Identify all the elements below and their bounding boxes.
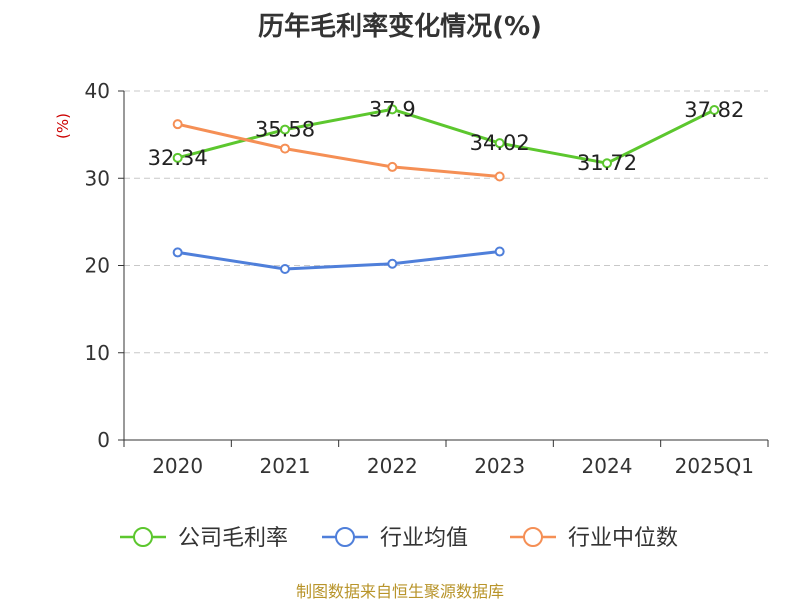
data-label: 35.58	[255, 118, 315, 142]
legend-label: 行业中位数	[568, 526, 678, 551]
data-label: 37.82	[684, 98, 744, 122]
legend-swatch-marker	[335, 527, 355, 547]
x-tick-label: 2025Q1	[675, 454, 754, 478]
y-tick-label: 40	[85, 79, 110, 103]
data-point[interactable]	[387, 104, 398, 115]
data-labels: 32.34 35.58 37.9 34.02 31.72 37.82	[148, 97, 745, 175]
data-point[interactable]	[172, 247, 183, 258]
data-label: 37.9	[369, 97, 416, 121]
series-line-2	[177, 122, 500, 178]
source-note: 制图数据来自恒生聚源数据库	[295, 582, 504, 601]
data-label: 32.34	[148, 146, 208, 170]
legend-item-1[interactable]: 行业均值	[322, 526, 468, 551]
data-point[interactable]	[709, 105, 720, 116]
data-label: 31.72	[577, 151, 637, 175]
legend-label: 公司毛利率	[178, 526, 288, 551]
grid-lines	[124, 90, 768, 354]
y-tick-label: 20	[85, 254, 110, 278]
x-tick-label: 2020	[152, 454, 203, 478]
data-point[interactable]	[280, 263, 290, 274]
x-tick-label: 2023	[474, 454, 525, 478]
x-tick-label: 2021	[260, 454, 311, 478]
data-point[interactable]	[280, 124, 290, 135]
y-axis-title: (%)	[54, 113, 72, 139]
legend-label: 行业均值	[380, 526, 468, 551]
axes: 0 10 20 30 40 (%) 2020 2021 2022 2023 2024 2025Q1	[54, 79, 769, 478]
data-point[interactable]	[387, 161, 398, 172]
y-tick-label: 0	[97, 428, 110, 452]
legend-item-2[interactable]: 行业中位数	[510, 526, 678, 551]
y-tick-label: 30	[85, 166, 110, 190]
data-point[interactable]	[280, 143, 290, 154]
series-line-0	[177, 107, 715, 165]
data-point[interactable]	[172, 152, 183, 163]
y-tick-label: 10	[85, 341, 110, 365]
legend-swatch-marker	[133, 527, 153, 547]
data-point[interactable]	[494, 246, 505, 257]
data-point[interactable]	[172, 119, 183, 130]
data-point[interactable]	[387, 258, 398, 269]
x-tick-label: 2022	[367, 454, 418, 478]
chart-title: 历年毛利率变化情况(%)	[258, 12, 542, 42]
data-label: 34.02	[470, 131, 530, 155]
data-point[interactable]	[602, 158, 612, 169]
legend[interactable]: 公司毛利率 行业均值 行业中位数	[120, 526, 678, 551]
data-point[interactable]	[494, 171, 505, 182]
series-lines	[172, 104, 720, 274]
series-line-1	[177, 250, 500, 271]
legend-swatch-marker	[523, 527, 543, 547]
x-tick-label: 2024	[582, 454, 633, 478]
legend-item-0[interactable]: 公司毛利率	[120, 526, 288, 551]
data-point[interactable]	[494, 138, 505, 149]
